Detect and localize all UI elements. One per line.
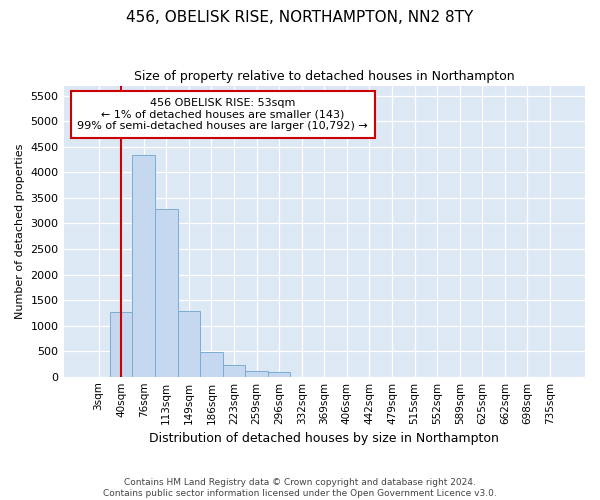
Text: 456 OBELISK RISE: 53sqm
← 1% of detached houses are smaller (143)
99% of semi-de: 456 OBELISK RISE: 53sqm ← 1% of detached…	[77, 98, 368, 132]
Title: Size of property relative to detached houses in Northampton: Size of property relative to detached ho…	[134, 70, 515, 83]
Bar	[245, 371, 268, 376]
Y-axis label: Number of detached properties: Number of detached properties	[15, 144, 25, 319]
Bar	[200, 352, 223, 376]
Bar	[223, 365, 245, 376]
X-axis label: Distribution of detached houses by size in Northampton: Distribution of detached houses by size …	[149, 432, 499, 445]
Bar	[155, 209, 178, 376]
Text: Contains HM Land Registry data © Crown copyright and database right 2024.
Contai: Contains HM Land Registry data © Crown c…	[103, 478, 497, 498]
Text: 456, OBELISK RISE, NORTHAMPTON, NN2 8TY: 456, OBELISK RISE, NORTHAMPTON, NN2 8TY	[127, 10, 473, 25]
Bar	[133, 154, 155, 376]
Bar	[268, 372, 290, 376]
Bar	[178, 312, 200, 376]
Bar	[110, 312, 133, 376]
